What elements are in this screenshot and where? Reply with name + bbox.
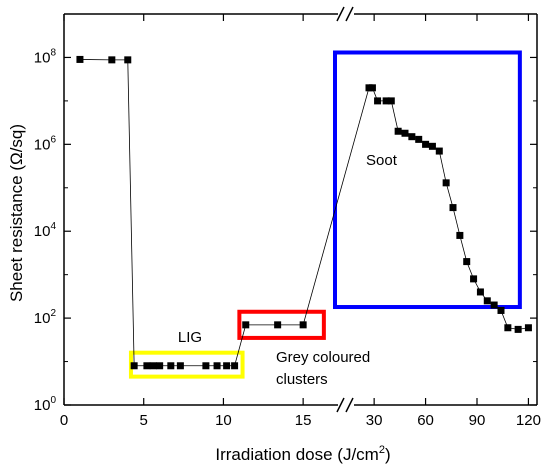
x-axis-label-end: )	[385, 445, 391, 464]
data-point	[449, 204, 457, 212]
region-box	[333, 50, 522, 310]
y-tick-label-base: 10	[34, 223, 51, 240]
data-point	[415, 135, 423, 143]
data-point	[149, 362, 157, 370]
data-point	[202, 362, 210, 370]
data-point	[299, 321, 307, 329]
y-tick-label: 100	[34, 395, 57, 414]
y-tick-label-exponent: 4	[50, 221, 56, 232]
y-tick-label-exponent: 0	[50, 395, 56, 406]
y-tick-label-base: 10	[34, 136, 51, 153]
data-point	[394, 127, 402, 135]
y-axis-label: Sheet resistance (Ω/sq)	[7, 124, 26, 302]
x-axis-label: Irradiation dose (J/cm2)	[215, 444, 390, 464]
data-point	[497, 306, 505, 314]
data-point	[223, 362, 231, 370]
y-tick-label: 108	[34, 47, 57, 66]
region-label-grey-line2: clusters	[276, 371, 328, 388]
data-point	[274, 321, 282, 329]
data-point	[463, 258, 471, 266]
data-point	[231, 362, 239, 370]
data-point	[401, 129, 409, 137]
data-point	[382, 97, 390, 105]
y-tick-label-base: 10	[34, 397, 51, 414]
y-tick-label: 104	[34, 221, 57, 240]
data-point	[456, 231, 464, 239]
data-point	[524, 324, 532, 332]
x-tick-label: 90	[469, 412, 486, 429]
data-point	[143, 362, 151, 370]
x-tick-label: 120	[516, 412, 541, 429]
data-point	[470, 275, 478, 283]
data-point	[156, 362, 164, 370]
y-tick-label-base: 10	[34, 49, 51, 66]
axis-break-mark-bottom	[345, 397, 354, 413]
data-point	[483, 297, 491, 305]
data-point	[435, 147, 443, 155]
x-tick-label: 30	[366, 412, 383, 429]
x-tick-label: 60	[417, 412, 434, 429]
region-label-soot: Soot	[366, 152, 398, 169]
data-point	[76, 55, 84, 63]
data-point	[167, 362, 175, 370]
y-tick-label: 106	[34, 134, 57, 153]
region-label-lig: LIG	[178, 329, 202, 346]
data-point	[242, 321, 250, 329]
data-point	[124, 56, 132, 64]
x-tick-label: 10	[215, 412, 232, 429]
y-tick-label: 102	[34, 308, 57, 327]
y-tick-label-exponent: 2	[50, 308, 56, 319]
axis-break-mark-bottom	[336, 397, 345, 413]
data-point	[514, 325, 522, 333]
region-label-grey-line1: Grey coloured	[276, 349, 370, 366]
series-line	[79, 59, 529, 367]
x-tick-label: 15	[295, 412, 312, 429]
y-tick-label-exponent: 8	[50, 47, 56, 58]
data-point	[422, 140, 430, 148]
highlight-regions: LIG Grey coloured clusters Soot	[128, 50, 522, 388]
data-point	[476, 288, 484, 296]
data-point	[374, 97, 382, 105]
x-tick-label: 0	[60, 412, 68, 429]
data-point	[408, 133, 416, 141]
data-point	[490, 301, 498, 309]
y-tick-label-exponent: 6	[50, 134, 56, 145]
data-point	[130, 362, 138, 370]
y-tick-label-base: 10	[34, 310, 51, 327]
x-axis-label-sup: 2	[379, 444, 385, 456]
x-tick-label: 5	[140, 412, 148, 429]
data-point	[176, 362, 184, 370]
data-point	[442, 179, 450, 187]
data-point	[213, 362, 221, 370]
data-point	[387, 97, 395, 105]
data-series	[76, 55, 532, 370]
axis-break-mark-top	[345, 6, 354, 22]
data-point	[428, 142, 436, 150]
data-point	[504, 324, 512, 332]
data-point	[108, 56, 116, 64]
x-axis-label-main: Irradiation dose (J/cm	[215, 445, 378, 464]
region-box	[237, 309, 326, 340]
axis-break-mark-top	[336, 6, 345, 22]
data-point	[368, 84, 376, 92]
